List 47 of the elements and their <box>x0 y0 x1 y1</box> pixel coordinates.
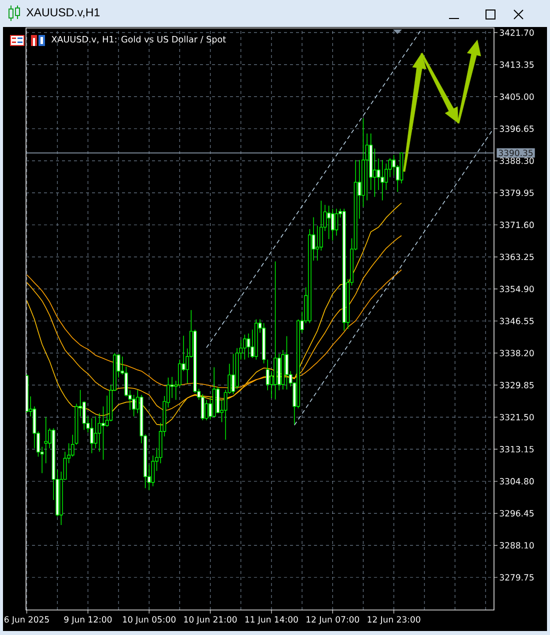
x-tick-label: 11 Jun 14:00 <box>245 616 298 624</box>
y-tick-label: 3371.60 <box>500 222 534 228</box>
y-tick-label: 3296.45 <box>500 510 534 517</box>
candlestick <box>132 394 136 417</box>
candlestick <box>90 418 94 454</box>
candlestick <box>373 148 376 198</box>
candlestick <box>330 208 334 241</box>
candlestick <box>285 336 288 390</box>
y-tick-label: 3321.50 <box>500 414 534 420</box>
y-tick-label: 3421.70 <box>500 29 534 36</box>
y-tick-label: 3405.00 <box>500 93 534 100</box>
candlestick <box>98 412 102 452</box>
chart-title: XAUUSD.v,H1 <box>26 8 100 18</box>
y-tick-label: 3329.85 <box>500 382 534 388</box>
candlestick <box>243 334 246 360</box>
y-tick-label: 3338.20 <box>500 350 534 356</box>
x-tick-label: 6 Jun 2025 <box>4 616 49 624</box>
candlestick <box>327 205 331 240</box>
y-tick-label: 3413.35 <box>500 61 534 68</box>
y-tick-label: 3388.30 <box>500 158 534 164</box>
y-tick-label: 3346.55 <box>500 318 534 324</box>
candlestick <box>200 394 204 421</box>
y-tick-label: 3279.75 <box>500 574 534 581</box>
candlestick <box>365 133 369 201</box>
candlestick <box>319 200 323 251</box>
ref-line-label: 3390.35 <box>498 150 533 156</box>
x-tick-label: 10 Jun 21:00 <box>184 616 237 624</box>
candlestick <box>82 401 86 430</box>
x-tick-label: 12 Jun 23:00 <box>368 616 420 624</box>
candlestick <box>376 158 380 190</box>
y-tick-label: 3354.90 <box>500 286 534 292</box>
candlestick <box>102 406 105 460</box>
x-tick-label: 12 Jun 07:00 <box>306 616 360 624</box>
text: XAUUSD.v, H1: Gold vs US Dollar / Spot <box>51 36 226 44</box>
y-tick-label: 3288.10 <box>500 542 534 549</box>
candlestick <box>246 333 250 358</box>
x-tick-label: 9 Jun 12:00 <box>64 616 112 624</box>
y-tick-label: 3396.65 <box>500 126 534 132</box>
candlestick <box>44 416 48 464</box>
candlestick <box>316 225 320 261</box>
x-tick-label: 10 Jun 05:00 <box>123 616 176 624</box>
y-tick-label: 3379.95 <box>500 190 534 196</box>
y-tick-label: 3304.80 <box>500 478 534 484</box>
candlestick <box>380 160 384 201</box>
y-tick-label: 3313.15 <box>500 446 534 452</box>
y-tick-label: 3363.25 <box>500 254 534 260</box>
candlestick <box>94 416 98 449</box>
